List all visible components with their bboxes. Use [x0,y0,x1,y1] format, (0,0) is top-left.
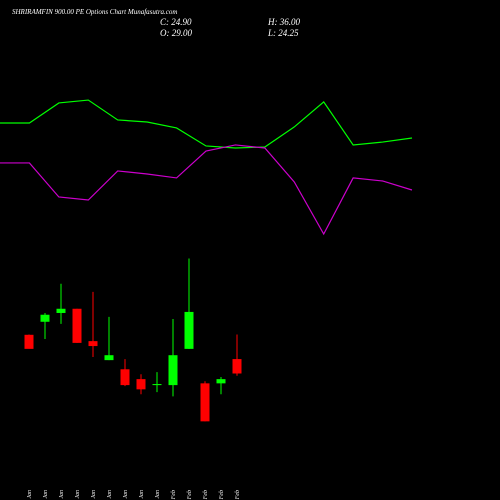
x-tick-label: 28 Jan [123,490,129,500]
open-label: O: 29.00 [160,28,192,38]
x-tick-label: 01 Feb [171,490,177,500]
candle-body [88,341,98,347]
x-tick-label: 30 Jan [155,490,161,500]
candle-body [232,359,242,374]
x-tick-label: 27 Jan [107,490,113,500]
x-tick-label: 02 Feb [187,490,193,500]
indicator-line [0,99,413,149]
x-tick-label: 04 Feb [218,490,225,500]
candle-body [120,369,130,386]
x-tick-label: 20 Jan [43,490,49,500]
x-tick-label: 19 Jan [27,490,33,500]
x-tick-label: 03 Feb [203,490,209,500]
candle-body [72,308,82,343]
x-tick-label: 05 Feb [235,490,241,500]
x-tick-label: 23 Jan [91,490,97,500]
candle-body [200,383,210,422]
candle-body [40,314,50,322]
high-label: H: 36.00 [267,17,300,27]
chart-title: SHRIRAMFIN 900.00 PE Options Chart Munaf… [12,8,177,16]
candle-body [136,379,146,390]
low-label: L: 24.25 [267,28,299,38]
close-label: C: 24.90 [160,17,192,27]
indicator-line [0,144,413,236]
x-tick-label: 22 Jan [75,490,81,500]
candle-body [216,379,226,384]
x-tick-label: 21 Jan [59,490,65,500]
x-tick-label: 29 Jan [139,490,145,500]
candle-body [56,308,66,313]
candle-body [168,355,178,386]
candle-body [104,355,114,361]
candle-body [24,334,34,349]
candle-body [184,311,194,349]
candle-body [152,384,162,386]
